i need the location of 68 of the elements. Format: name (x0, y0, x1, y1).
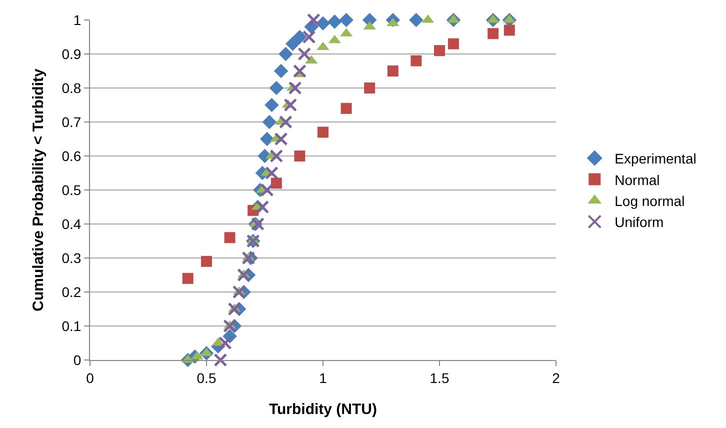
point (201, 256, 212, 267)
y-tick-label: 0.6 (62, 148, 82, 164)
y-tick-label: 0.1 (62, 318, 82, 334)
point (260, 132, 274, 146)
point (448, 38, 459, 50)
y-tick-label: 0.3 (62, 250, 82, 266)
point (284, 98, 298, 112)
point (269, 80, 284, 96)
legend-label: Normal (614, 172, 660, 188)
legend-label: Uniform (614, 214, 664, 230)
point (237, 268, 251, 282)
point (251, 217, 265, 231)
point (409, 12, 424, 28)
point (270, 149, 284, 163)
point (364, 82, 376, 94)
point (488, 28, 499, 40)
y-tick-label: 0 (73, 352, 82, 368)
point (387, 66, 398, 76)
point (302, 30, 316, 44)
x-tick-label: 0.5 (196, 370, 216, 386)
y-tick-label: 0.5 (62, 182, 82, 198)
y-tick-label: 0.4 (62, 216, 82, 232)
point (306, 13, 320, 27)
point (292, 30, 307, 44)
point (294, 150, 306, 162)
point (262, 114, 277, 130)
point (224, 232, 236, 244)
point (223, 319, 237, 333)
y-axis-title: Cumulative Probability < Turbidity (30, 68, 47, 312)
point (260, 183, 274, 197)
point (242, 251, 256, 265)
point (270, 178, 282, 189)
point (232, 285, 246, 299)
point (328, 14, 342, 29)
point (256, 200, 270, 214)
point (318, 126, 328, 138)
point (339, 12, 354, 28)
y-tick-label: 0.8 (62, 80, 82, 96)
x-tick-label: 1.5 (430, 370, 450, 386)
point (288, 81, 302, 95)
y-tick-label: 1 (73, 12, 82, 28)
x-axis-title: Turbidity (NTU) (268, 400, 378, 418)
legend-label: Experimental (614, 150, 696, 167)
point (264, 166, 278, 180)
point (182, 272, 194, 284)
x-tick-label: 2 (552, 370, 560, 386)
point (298, 47, 312, 61)
point (278, 46, 293, 62)
y-tick-label: 0.2 (62, 284, 82, 300)
point (292, 64, 306, 78)
point (274, 132, 288, 146)
point (340, 102, 352, 114)
x-tick-label: 0 (86, 370, 94, 386)
point (434, 45, 445, 56)
point (218, 336, 232, 350)
x-tick-label: 1 (319, 370, 328, 386)
legend-label: Log normal (614, 192, 685, 209)
point (214, 353, 228, 367)
y-tick-label: 0.7 (62, 114, 82, 130)
point (316, 16, 330, 31)
point (286, 36, 300, 51)
point (228, 302, 242, 316)
point (278, 115, 292, 129)
point (504, 24, 515, 36)
y-tick-label: 0.9 (62, 46, 82, 62)
point (264, 98, 279, 112)
point (274, 64, 288, 78)
point (410, 55, 422, 66)
